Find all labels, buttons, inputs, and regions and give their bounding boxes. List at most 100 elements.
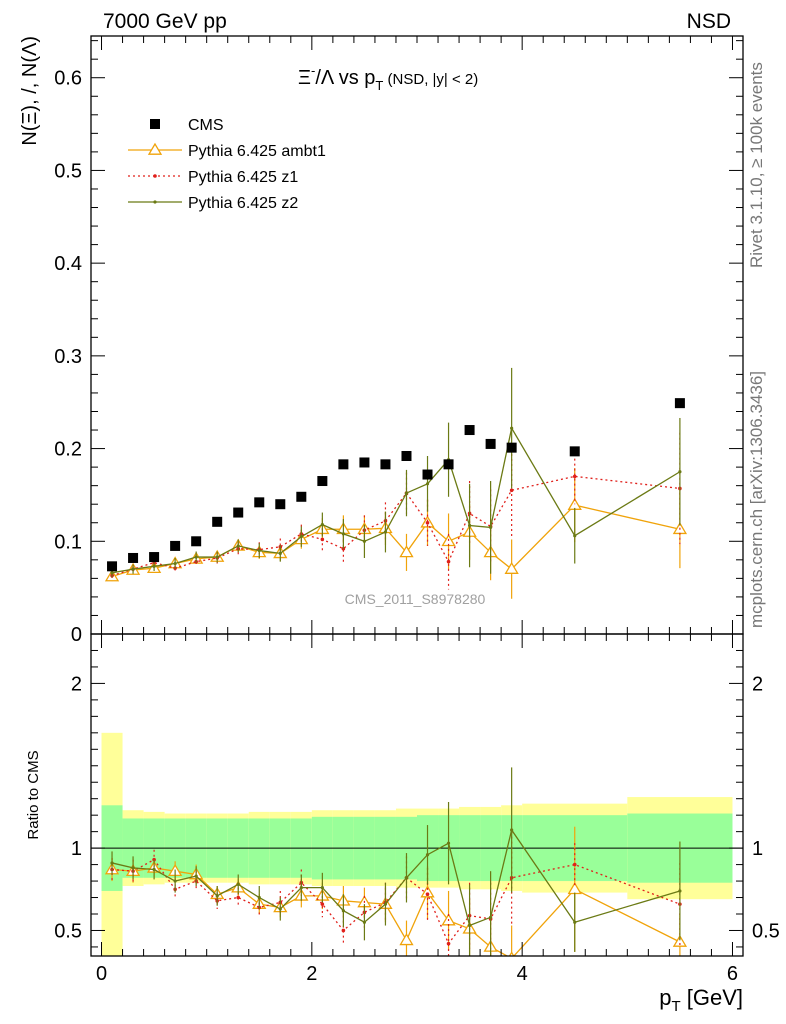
main-z2-point	[425, 482, 430, 486]
ratio-z2-point	[678, 889, 682, 893]
cms-data-point	[149, 552, 160, 563]
ratio-ambt1-point	[508, 951, 515, 956]
main-z1-point	[572, 474, 577, 479]
cms-data-point	[317, 476, 328, 487]
legend-z1-label: Pythia 6.425 z1	[188, 169, 298, 186]
main-z2-point	[678, 470, 682, 474]
title-xi: Ξ	[298, 67, 311, 89]
ratio-y-tick-label: 0.5	[54, 920, 82, 942]
cms-data-point	[296, 491, 307, 502]
ratio-z2-point	[215, 894, 219, 898]
ratio-z1-point	[341, 928, 346, 933]
ratio-z2-point	[383, 902, 388, 906]
ratio-z1-line	[111, 858, 681, 945]
ratio-z2-point	[257, 895, 261, 900]
cms-data-point	[254, 497, 265, 508]
cms-data-point	[380, 459, 391, 470]
ratio-data-layer	[104, 767, 688, 956]
main-z2-point	[236, 544, 240, 548]
legend: CMS Pythia 6.425 ambt1 Pythia 6.425 z1 Pyth…	[128, 117, 326, 212]
title-vs: /Λ vs p	[315, 67, 375, 89]
cms-data-point	[338, 459, 349, 470]
ratio-z2-point	[425, 853, 430, 857]
legend-z2-label: Pythia 6.425 z2	[188, 195, 298, 212]
main-z2-line	[111, 426, 681, 574]
main-ambt1-point	[504, 561, 519, 574]
main-ambt1-point	[399, 545, 414, 558]
main-z2-point	[383, 530, 388, 534]
main-y-tick-label: 0.5	[54, 160, 82, 182]
main-z2-point	[152, 564, 156, 568]
ratio-z1-point	[320, 902, 325, 906]
main-y-tick-label: 0.1	[54, 531, 82, 553]
main-z2-point	[320, 522, 324, 527]
rivet-version-label: Rivet 3.1.10, ≥ 100k events	[747, 62, 766, 268]
main-z1-point	[425, 520, 430, 525]
main-z2-point	[173, 561, 177, 566]
main-z2-point	[194, 555, 198, 559]
ratio-panel: 0 2 4 6 0.5 0.5 1 1 2 2 Ratio to CMS pT [GeV]	[25, 633, 780, 1015]
ratio-z2-point	[320, 886, 324, 890]
cms-data-point	[569, 446, 580, 457]
cms-data-point	[107, 561, 118, 572]
ratio-z2-point	[236, 882, 240, 886]
main-z2-point	[110, 571, 114, 575]
main-data-layer	[104, 367, 688, 599]
ratio-ambt1-point	[420, 885, 435, 898]
legend-z2-marker	[153, 200, 157, 204]
main-z2-point	[573, 534, 577, 538]
ratio-z2-point	[341, 909, 345, 913]
main-z1-point	[509, 488, 514, 493]
main-z1-point	[446, 559, 451, 564]
legend-ambt1-label: Pythia 6.425 ambt1	[188, 143, 326, 160]
ratio-z2-point	[362, 920, 367, 924]
analysis-watermark: CMS_2011_S8978280	[345, 591, 486, 607]
cms-data-point	[128, 552, 139, 563]
main-y-tick-label: 0.2	[54, 439, 82, 461]
cms-data-point	[464, 425, 475, 436]
header-left-label: 7000 GeV pp	[103, 10, 227, 33]
cms-data-point	[191, 536, 202, 547]
x-axis-label-unit: [GeV]	[681, 985, 743, 1010]
main-y-axis-label: N(Ξ), /, N(Λ)	[19, 36, 41, 146]
main-z1-line	[111, 475, 680, 577]
ratio-uncertainty-bands	[91, 732, 743, 956]
ratio-z2-line	[111, 828, 681, 927]
x-axis-label-sub: T	[671, 998, 680, 1015]
cms-data-point	[443, 459, 454, 470]
ratio-z2-point	[573, 920, 577, 924]
ratio-z1-point	[425, 892, 430, 897]
cms-data-point	[170, 540, 181, 551]
ratio-z2-point	[404, 876, 409, 880]
legend-ambt1-marker	[147, 142, 163, 155]
main-z2-point	[341, 532, 345, 536]
ratio-z2-point	[110, 861, 114, 865]
main-z1-point	[320, 537, 325, 542]
cms-data-point	[359, 457, 370, 468]
ratio-z2-point	[173, 879, 177, 883]
title-pt-sub: T	[375, 78, 383, 93]
ratio-z2-point	[299, 886, 303, 890]
main-axes: 0 0.1 0.2 0.3 0.4 0.5 0.6	[54, 35, 744, 646]
main-z2-point	[299, 535, 303, 539]
ratio-axes: 0 2 4 6 0.5 0.5 1 1 2 2	[54, 633, 780, 985]
x-axis-label: pT [GeV]	[659, 985, 743, 1015]
ratio-z2-point	[131, 866, 135, 870]
ratio-z2-point	[278, 907, 282, 911]
main-y-tick-label: 0.6	[54, 68, 82, 90]
ratio-y-axis-label: Ratio to CMS	[25, 750, 42, 839]
title-note: (NSD, |y| < 2)	[383, 71, 478, 88]
ratio-y-tick-label: 2	[71, 673, 82, 695]
ratio-z2-point	[467, 923, 472, 928]
ratio-ambt1-point	[672, 934, 688, 947]
ratio-z2-point	[489, 915, 493, 919]
cms-data-point	[212, 516, 223, 527]
main-y-tick-label: 0.3	[54, 346, 82, 368]
cms-data-point	[485, 438, 496, 449]
main-z2-point	[278, 551, 282, 555]
main-z2-point	[131, 567, 135, 571]
plot-title: Ξ-/Λ vs pT (NSD, |y| < 2)	[298, 63, 478, 93]
ratio-y-tick-label: 1	[71, 838, 82, 860]
main-y-tick-label: 0	[71, 624, 82, 646]
